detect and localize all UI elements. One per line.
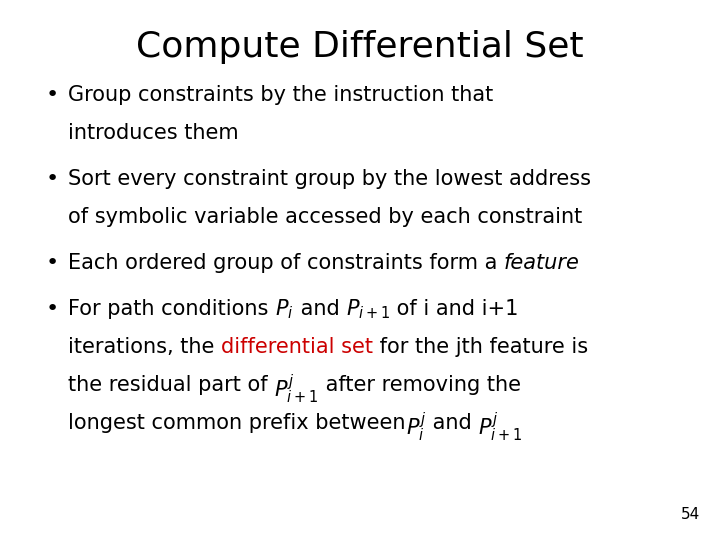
Text: $P_{i+1}$: $P_{i+1}$ [346,297,390,321]
Text: after removing the: after removing the [319,375,521,395]
Text: Sort every constraint group by the lowest address: Sort every constraint group by the lowes… [68,169,591,189]
Text: •: • [45,299,58,319]
Text: Each ordered group of constraints form a: Each ordered group of constraints form a [68,253,504,273]
Text: feature: feature [504,253,580,273]
Text: $P^{j}_{i}$: $P^{j}_{i}$ [405,411,426,444]
Text: •: • [45,85,58,105]
Text: Group constraints by the instruction that: Group constraints by the instruction tha… [68,85,493,105]
Text: of symbolic variable accessed by each constraint: of symbolic variable accessed by each co… [68,207,582,227]
Text: iterations, the: iterations, the [68,337,221,357]
Text: 54: 54 [680,507,700,522]
Text: the residual part of: the residual part of [68,375,274,395]
Text: For path conditions: For path conditions [68,299,275,319]
Text: and: and [294,299,346,319]
Text: longest common prefix between: longest common prefix between [68,413,405,433]
Text: introduces them: introduces them [68,123,238,143]
Text: Compute Differential Set: Compute Differential Set [136,30,584,64]
Text: $P_i$: $P_i$ [275,297,294,321]
Text: of i and i+1: of i and i+1 [390,299,519,319]
Text: $P^{j}_{i+1}$: $P^{j}_{i+1}$ [478,411,523,444]
Text: differential set: differential set [221,337,373,357]
Text: and: and [426,413,478,433]
Text: $P^{j}_{i+1}$: $P^{j}_{i+1}$ [274,373,319,407]
Text: for the jth feature is: for the jth feature is [373,337,588,357]
Text: •: • [45,253,58,273]
Text: •: • [45,169,58,189]
